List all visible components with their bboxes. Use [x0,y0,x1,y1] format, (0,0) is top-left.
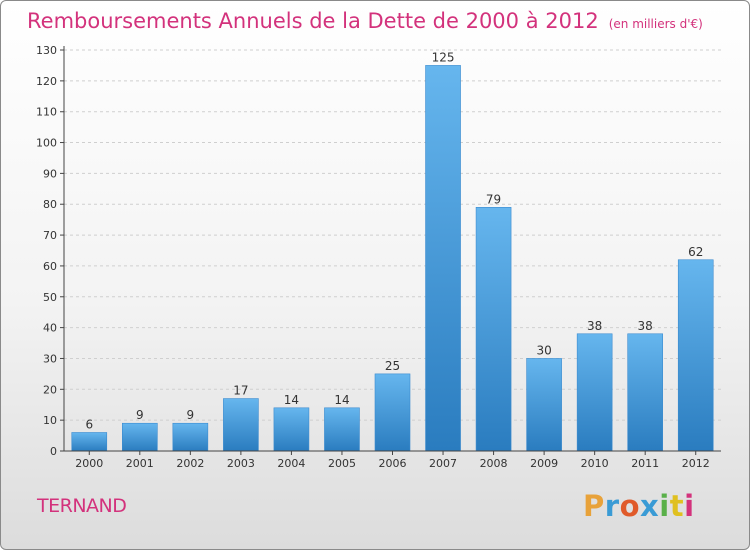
x-tick-label: 2006 [379,457,407,470]
x-tick-label: 2007 [429,457,457,470]
y-tick-label: 40 [43,322,57,335]
bar [223,398,259,452]
x-tick-label: 2003 [227,457,255,470]
x-tick-label: 2008 [480,457,508,470]
bar [71,432,108,452]
bar [576,333,613,452]
x-tick-label: 2004 [277,457,305,470]
logo-letter: r [604,489,620,523]
y-tick-label: 90 [43,167,57,180]
y-tick-label: 100 [36,137,57,150]
data-label: 17 [233,384,248,398]
logo-letter: P [583,489,605,523]
logo-letter: x [640,489,660,523]
x-tick-label: 2012 [682,457,710,470]
data-label: 25 [385,359,400,373]
data-label: 6 [85,417,93,431]
y-tick-label: 10 [43,414,57,427]
data-label: 125 [432,50,455,64]
data-label: 9 [187,408,195,422]
y-tick-label: 60 [43,260,57,273]
commune-name: TERNAND [37,495,127,517]
y-tick-label: 50 [43,291,57,304]
logo-letter: i [684,489,695,523]
x-tick-label: 2011 [631,457,659,470]
chart-title: Remboursements Annuels de la Dette de 20… [27,9,703,33]
data-label: 79 [486,192,501,206]
data-label: 14 [334,393,349,407]
x-tick-label: 2005 [328,457,356,470]
bar [627,333,663,452]
y-tick-label: 120 [36,75,57,88]
y-tick-label: 30 [43,352,57,365]
chart-title-text: Remboursements Annuels de la Dette de 20… [27,9,599,33]
data-label: 38 [587,319,602,333]
bar [273,407,310,452]
logo-letter: o [619,489,641,523]
x-tick-label: 2002 [176,457,204,470]
bar [324,407,360,452]
y-tick-label: 70 [43,229,57,242]
data-label: 14 [284,393,299,407]
proxiti-logo: Proxiti [583,489,695,523]
bar [122,422,158,452]
x-tick-label: 2000 [75,457,103,470]
bar [172,422,209,452]
x-tick-label: 2009 [530,457,558,470]
data-label: 62 [688,245,703,259]
data-label: 9 [136,408,144,422]
bar [677,259,714,452]
logo-letter: i [659,489,670,523]
data-label: 38 [638,319,653,333]
bar [374,373,411,452]
bar [526,358,562,452]
y-tick-label: 20 [43,383,57,396]
y-tick-label: 110 [36,106,57,119]
y-tick-label: 0 [50,445,57,458]
bar [475,207,512,452]
bar [425,65,461,452]
x-tick-label: 2001 [126,457,154,470]
data-label: 30 [536,343,551,357]
y-tick-label: 80 [43,198,57,211]
chart-unit: (en milliers d'€) [608,17,703,31]
y-tick-label: 130 [36,44,57,57]
logo-letter: t [669,489,685,523]
x-tick-label: 2010 [581,457,609,470]
